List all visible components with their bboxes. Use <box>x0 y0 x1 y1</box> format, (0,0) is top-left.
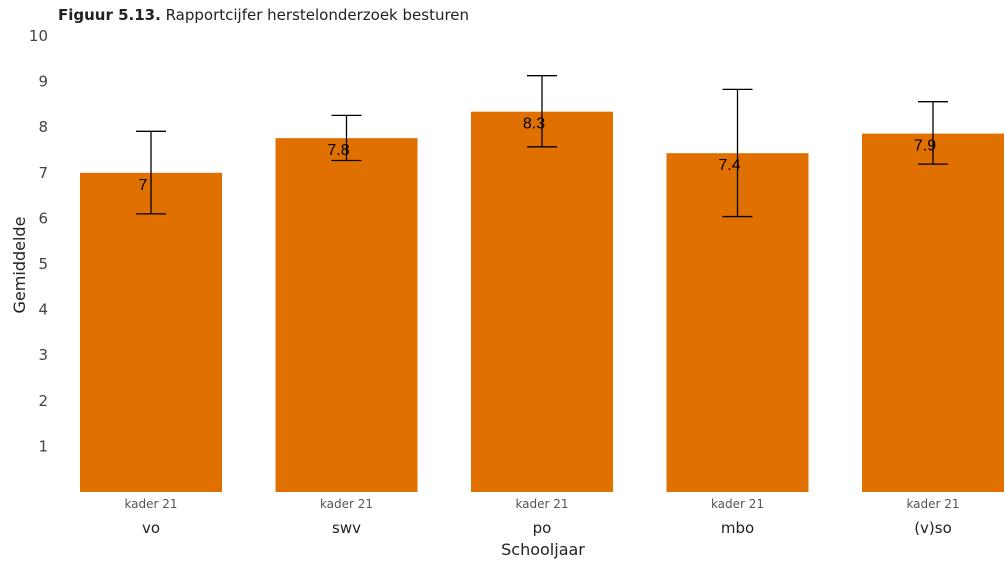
error-bars <box>136 75 948 218</box>
x-category-label: swv <box>332 519 361 537</box>
bar <box>275 138 418 493</box>
figure-title-text: Rapportcijfer herstelonderzoek besturen <box>165 6 470 24</box>
y-tick-label: 1 <box>38 437 48 455</box>
x-subcategory-label: kader 21 <box>320 497 373 511</box>
y-axis-ticks: 1 2 3 4 5 6 7 8 9 10 <box>29 27 48 455</box>
data-label: 7.4 <box>718 157 740 174</box>
y-tick-label: 3 <box>38 346 48 364</box>
bars <box>80 111 1004 493</box>
chart-title: Figuur 5.13. Rapportcijfer herstelonderz… <box>58 6 469 24</box>
bar <box>80 172 222 493</box>
x-axis-label: Schooljaar <box>501 540 585 559</box>
y-tick-label: 8 <box>38 118 48 136</box>
y-tick-label: 2 <box>38 392 48 410</box>
y-tick-label: 9 <box>38 73 48 91</box>
data-labels: 7 7.8 8.3 7.4 7.9 <box>139 116 937 194</box>
x-category-label: po <box>533 519 552 537</box>
data-label: 7.8 <box>327 142 349 159</box>
y-tick-label: 7 <box>38 164 48 182</box>
x-subcategory-label: kader 21 <box>906 497 959 511</box>
x-category-label: mbo <box>721 519 754 537</box>
y-tick-label: 5 <box>38 255 48 273</box>
x-subcategory-label: kader 21 <box>711 497 764 511</box>
x-axis-categories: kader 21 vo kader 21 swv kader 21 po kader 21 m… <box>124 497 959 537</box>
bar <box>862 133 1004 493</box>
data-label: 8.3 <box>523 116 545 133</box>
x-category-label: (v)so <box>914 519 952 537</box>
x-subcategory-label: kader 21 <box>124 497 177 511</box>
data-label: 7 <box>139 177 148 194</box>
data-label: 7.9 <box>914 138 936 155</box>
y-tick-label: 4 <box>38 301 48 319</box>
x-subcategory-label: kader 21 <box>515 497 568 511</box>
y-tick-label: 6 <box>38 209 48 227</box>
figure-number: Figuur 5.13. <box>58 6 161 24</box>
bar <box>471 111 613 493</box>
y-axis-label: Gemiddelde <box>10 217 29 314</box>
x-category-label: vo <box>142 519 160 537</box>
y-tick-label: 10 <box>29 27 48 45</box>
